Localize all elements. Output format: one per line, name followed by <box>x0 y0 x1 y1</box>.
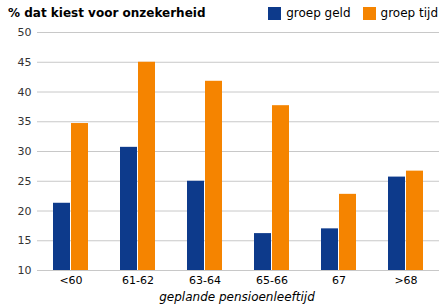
html-text:geplande pensioenleeftijd: geplande pensioenleeftijd <box>159 290 315 304</box>
svg-text:<60: <60 <box>59 274 82 287</box>
html-text:groep tijd: groep tijd <box>380 6 438 20</box>
html-text:groep geld: groep geld <box>286 6 351 20</box>
svg-text:20: 20 <box>18 205 32 218</box>
svg-text:15: 15 <box>18 234 32 247</box>
svg-text:65-66: 65-66 <box>256 274 288 287</box>
svg-text:25: 25 <box>18 175 32 188</box>
svg-text:45: 45 <box>18 56 32 69</box>
svg-text:35: 35 <box>18 115 32 128</box>
svg-text:40: 40 <box>18 86 32 99</box>
html-text:% dat kiest voor onzekerheid: % dat kiest voor onzekerheid <box>8 6 206 20</box>
svg-text:10: 10 <box>18 264 32 277</box>
svg-text:50: 50 <box>18 26 32 39</box>
svg-text:63-64: 63-64 <box>189 274 221 287</box>
svg-text:67: 67 <box>332 274 346 287</box>
svg-text:30: 30 <box>18 145 32 158</box>
svg-text:61-62: 61-62 <box>122 274 154 287</box>
svg-text:>68: >68 <box>394 274 417 287</box>
